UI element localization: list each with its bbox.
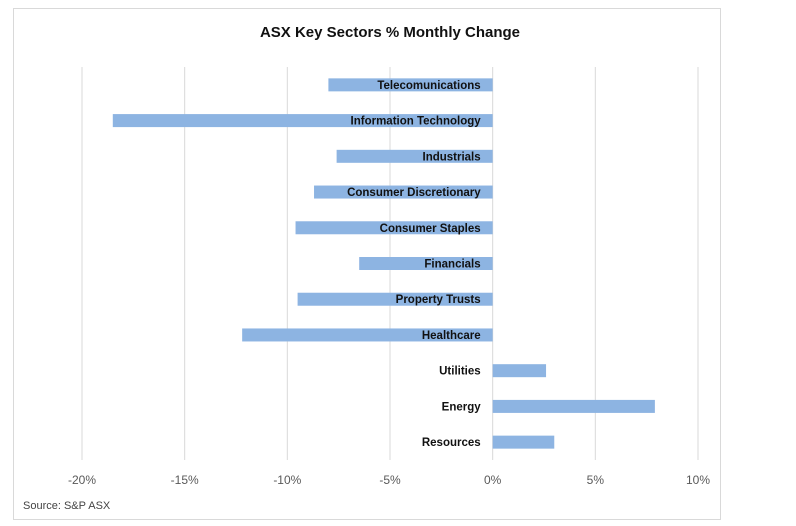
bar — [314, 185, 493, 199]
bar — [359, 257, 493, 270]
bars — [112, 78, 655, 449]
category-label: Consumer Discretionary — [347, 187, 481, 199]
bar — [492, 364, 547, 378]
category-label: Resources — [422, 437, 481, 449]
category-label: Industrials — [423, 151, 481, 163]
x-tick-label: -5% — [379, 473, 401, 487]
x-tick-label: -20% — [68, 473, 96, 487]
bar — [295, 221, 493, 235]
bar — [492, 399, 655, 413]
category-labels: Telecomunications Information Technology I… — [347, 80, 481, 449]
bar — [242, 328, 493, 342]
category-label: Information Technology — [351, 116, 482, 128]
bar — [112, 114, 493, 128]
bar — [328, 78, 493, 92]
x-tick-label: 10% — [686, 473, 710, 487]
category-label: Energy — [442, 401, 482, 413]
x-tick-label: -15% — [171, 473, 199, 487]
x-axis-ticks: -20% -15% -10% -5% 0% 5% 10% — [68, 473, 710, 487]
category-label: Utilities — [439, 366, 481, 378]
bar — [336, 149, 493, 163]
category-label: Financials — [424, 259, 480, 271]
category-label: Healthcare — [422, 330, 481, 342]
x-tick-label: 0% — [484, 473, 502, 487]
bar — [492, 435, 555, 449]
category-label: Telecomunications — [377, 80, 480, 92]
bar — [297, 292, 493, 306]
x-tick-label: 5% — [587, 473, 605, 487]
chart-title: ASX Key Sectors % Monthly Change — [259, 24, 521, 41]
category-label: Property Trusts — [396, 294, 481, 306]
grid-lines — [81, 67, 699, 460]
x-tick-label: -10% — [273, 473, 301, 487]
category-label: Consumer Staples — [380, 223, 481, 235]
source-note: Source: S&P ASX — [23, 500, 111, 512]
